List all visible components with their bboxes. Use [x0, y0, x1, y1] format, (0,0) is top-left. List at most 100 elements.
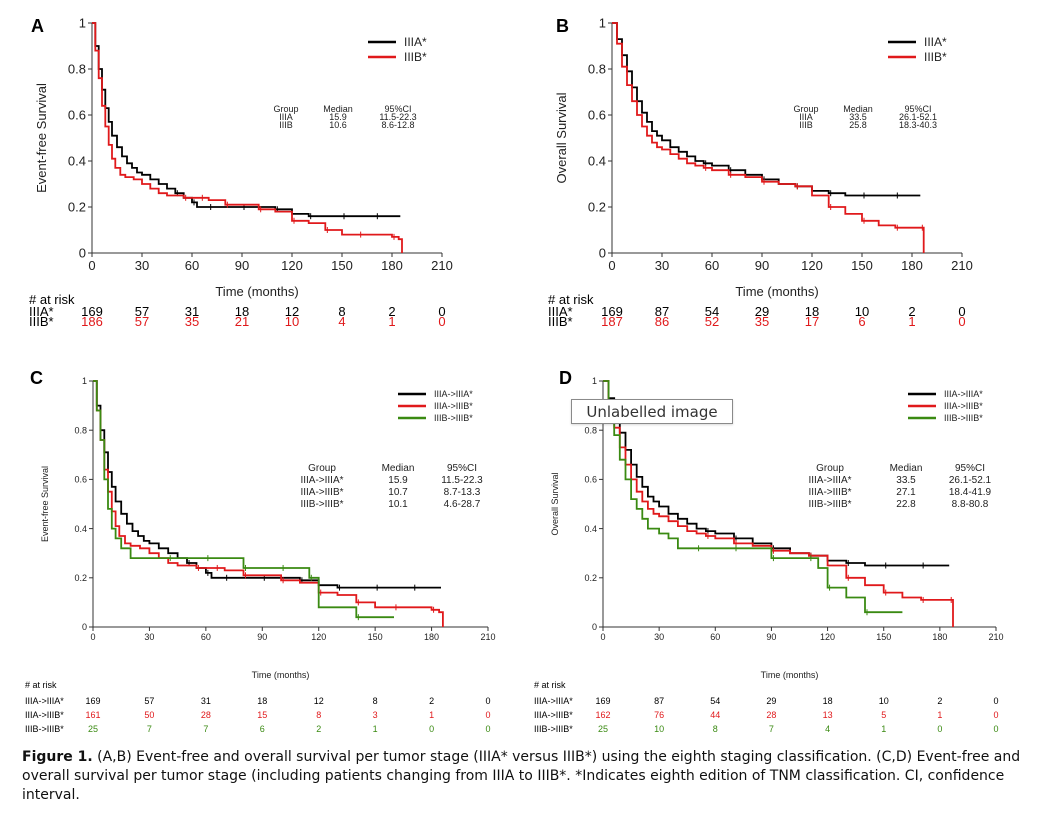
panel-d-at-risk-value: 1 — [937, 710, 942, 720]
panel-c-legend-label-2: IIIA->IIIB* — [434, 401, 473, 411]
panel-b-x-tick-label: 90 — [755, 258, 769, 273]
panel-b-x-tick-label: 60 — [705, 258, 719, 273]
panel-a-x-tick-label: 0 — [88, 258, 95, 273]
panel-a-stats-cell: 8.6-12.8 — [381, 120, 414, 130]
panel-a-y-tick-label: 0.6 — [68, 108, 86, 123]
panel-d-y-tick-label: 0.4 — [584, 524, 597, 534]
panel-c-stats-header-1: Group — [308, 463, 336, 474]
panel-a-y-tick-label: 0.4 — [68, 154, 86, 169]
panel-d-at-risk-value: 5 — [881, 710, 886, 720]
panel-d-at-risk-value: 0 — [937, 724, 942, 734]
panel-b-y-tick-label: 0.4 — [588, 154, 606, 169]
panel-b-x-tick-label: 120 — [801, 258, 823, 273]
panel-a-x-tick-label: 30 — [135, 258, 149, 273]
panel-c-at-risk-group-1: IIIA->IIIA* — [25, 696, 64, 706]
panel-a-y-tick-label: 0.2 — [68, 200, 86, 215]
panel-d-x-tick-label: 120 — [820, 632, 835, 642]
panel-c-legend-label-3: IIIB->IIIB* — [434, 413, 473, 423]
panel-a-at-risk-value: 169 — [81, 304, 103, 319]
panel-d-at-risk-value: 29 — [766, 696, 776, 706]
panel-c-stats-cell: 11.5-22.3 — [441, 475, 483, 486]
panel-b-at-risk-value: 29 — [755, 304, 769, 319]
panel-d-x-tick-label: 0 — [600, 632, 605, 642]
panel-d-y-tick-label: 0.6 — [584, 475, 597, 485]
panel-c-stats-header-3: 95%CI — [447, 463, 477, 474]
panel-d-x-tick-label: 30 — [654, 632, 664, 642]
panel-c-y-tick-label: 0.8 — [74, 425, 87, 435]
panel-a-stats-header-1: Group — [273, 104, 298, 114]
panel-c-x-tick-label: 30 — [144, 632, 154, 642]
panel-c-at-risk-value: 2 — [429, 696, 434, 706]
panel-b-x-axis-label: Time (months) — [735, 284, 818, 299]
panel-c-series-2-curve — [93, 380, 444, 627]
panel-a-at-risk-value: 10 — [285, 314, 299, 329]
panel-c-x-tick-label: 210 — [480, 632, 495, 642]
panel-a-stats-cell: IIIA — [279, 112, 293, 122]
panel-c-at-risk-value: 18 — [257, 696, 267, 706]
panel-a-at-risk-value: 18 — [235, 304, 249, 319]
panel-c-at-risk-value: 1 — [373, 724, 378, 734]
panel-d-at-risk-value: 8 — [713, 724, 718, 734]
panel-b-at-risk-value: 0 — [958, 304, 965, 319]
panel-a-y-tick-label: 0.8 — [68, 62, 86, 77]
panel-d-x-tick-label: 180 — [932, 632, 947, 642]
panel-b-at-risk-value: 10 — [855, 304, 869, 319]
panel-b-at-risk-value: 86 — [655, 314, 669, 329]
panel-b-stats-cell: 26.1-52.1 — [899, 112, 937, 122]
panel-b-at-risk-value: 18 — [805, 304, 819, 319]
panel-a-letter: A — [31, 16, 44, 36]
panel-d-at-risk-value: 0 — [993, 696, 998, 706]
panel-b-stats-cell: 25.8 — [849, 120, 867, 130]
panel-a-x-tick-label: 180 — [381, 258, 403, 273]
panel-d-at-risk-value: 1 — [881, 724, 886, 734]
caption-text: (A,B) Event-free and overall survival pe… — [22, 749, 1021, 803]
caption-label: Figure 1. — [22, 749, 93, 765]
panel-a-at-risk-title: # at risk — [29, 292, 75, 307]
panel-c-at-risk-value: 25 — [88, 724, 98, 734]
panel-a-at-risk-value: 31 — [185, 304, 199, 319]
panel-d-at-risk-value: 28 — [766, 710, 776, 720]
panel-b-x-tick-label: 0 — [608, 258, 615, 273]
panel-d-x-tick-label: 60 — [710, 632, 720, 642]
panel-c-stats-cell: 8.7-13.3 — [444, 487, 481, 498]
panel-b-at-risk-group-2: IIIB* — [548, 314, 573, 329]
panel-c-at-risk-title: # at risk — [25, 680, 57, 690]
panel-b-at-risk-value: 52 — [705, 314, 719, 329]
panel-a-at-risk-value: 12 — [285, 304, 299, 319]
panel-d-stats-cell: 26.1-52.1 — [949, 475, 992, 486]
panel-b-at-risk-value: 35 — [755, 314, 769, 329]
panel-b-at-risk-value: 6 — [858, 314, 865, 329]
panel-b-letter: B — [556, 16, 569, 36]
panel-b-x-tick-label: 180 — [901, 258, 923, 273]
panel-a-at-risk-value: 57 — [135, 314, 149, 329]
panel-c-y-axis-label: Event-free Survival — [40, 466, 50, 542]
panel-c-x-tick-label: 90 — [257, 632, 267, 642]
panel-c-y-tick-label: 0.2 — [74, 573, 87, 583]
panel-d-stats-cell: 27.1 — [896, 487, 916, 498]
panel-d-at-risk-value: 25 — [598, 724, 608, 734]
panel-d-at-risk-value: 18 — [823, 696, 833, 706]
panel-c-stats-header-2: Median — [382, 463, 415, 474]
panel-b-stats-cell: 18.3-40.3 — [899, 120, 937, 130]
figure-caption: Figure 1. (A,B) Event-free and overall s… — [22, 748, 1042, 805]
panel-c-at-risk-group-2: IIIA->IIIB* — [25, 710, 64, 720]
panel-a-series-2-curve — [92, 22, 403, 253]
panel-c-at-risk-value: 31 — [201, 696, 211, 706]
panel-b-y-tick-label: 0.8 — [588, 62, 606, 77]
panel-c-at-risk-value: 2 — [316, 724, 321, 734]
panel-c-y-tick-label: 1 — [82, 376, 87, 386]
panel-c-stats-cell: 15.9 — [388, 475, 408, 486]
panel-c-at-risk-value: 15 — [257, 710, 267, 720]
panel-d-x-tick-label: 210 — [988, 632, 1003, 642]
panel-d-stats-cell: IIIA->IIIB* — [808, 487, 851, 498]
panel-a-legend-label-2: IIIB* — [404, 50, 427, 64]
panel-d-x-tick-label: 90 — [766, 632, 776, 642]
panel-d-at-risk-value: 76 — [654, 710, 664, 720]
panel-b-series-1-curve — [612, 22, 921, 197]
panel-d-at-risk-value: 44 — [710, 710, 720, 720]
panel-d-stats-cell: 8.8-80.8 — [952, 499, 989, 510]
panel-b-legend-label-1: IIIA* — [924, 35, 947, 49]
panel-c-at-risk-value: 7 — [203, 724, 208, 734]
panel-c-at-risk-value: 57 — [144, 696, 154, 706]
panel-b-at-risk-value: 0 — [958, 314, 965, 329]
